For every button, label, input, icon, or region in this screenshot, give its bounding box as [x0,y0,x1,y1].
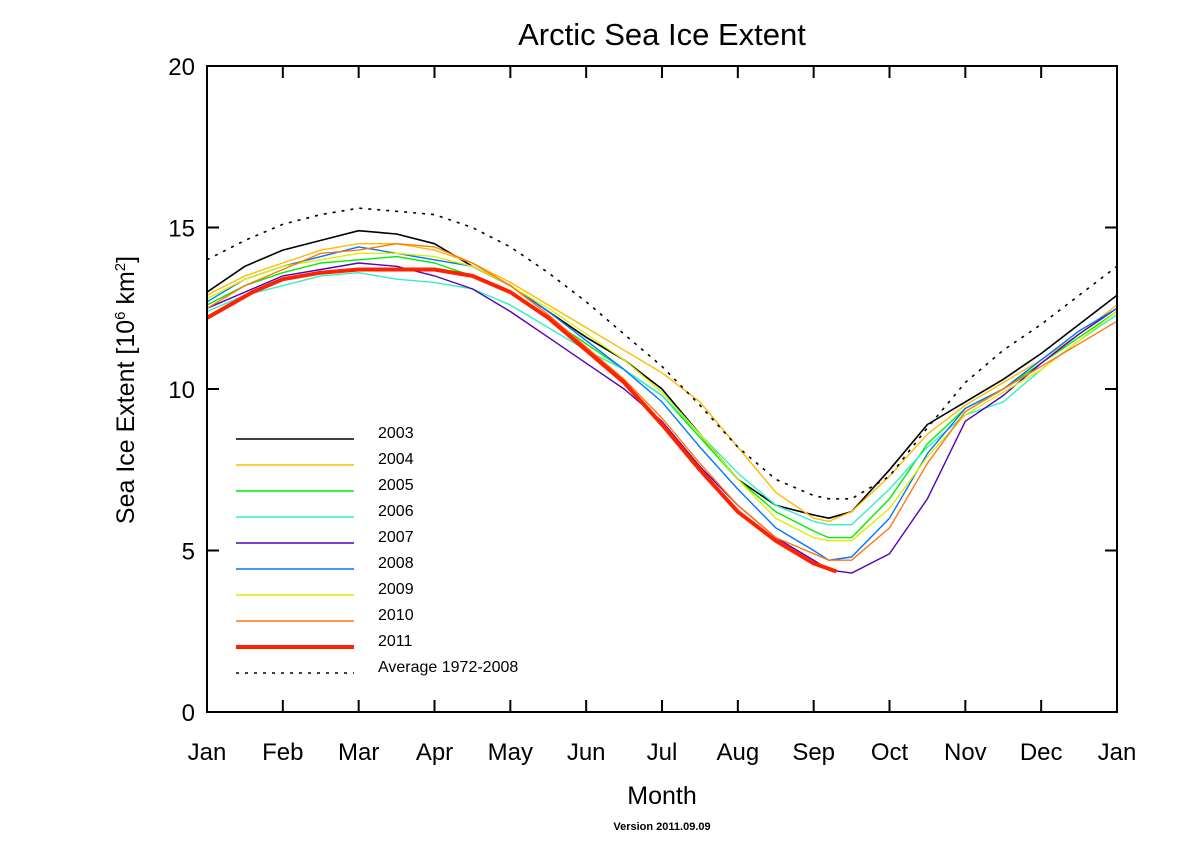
x-tick-label: Aug [716,739,759,766]
axes: 0 5 10 15 20 Jan Feb Mar Apr May Jun Jul Aug Sep Oct No… [168,54,1136,766]
x-tick-label: Mar [338,739,379,766]
plot-lines [206,207,1118,574]
x-tick-label: Sep [792,739,835,766]
version-footnote: Version 2011.09.09 [613,821,710,833]
legend-label: Average 1972-2008 [378,659,518,676]
chart-title: Arctic Sea Ice Extent [518,17,806,52]
y-tick-label: 20 [168,54,195,81]
legend-label: 2008 [378,555,414,572]
x-tick-label: Nov [944,739,987,766]
legend: 2003 2004 2005 2006 2007 2008 2009 2010 2011 Aver… [236,425,518,676]
legend-label: 2009 [378,581,414,598]
y-axis-label-exponent: 2 [112,263,129,271]
y-tick-label: 10 [168,377,195,404]
y-axis-label-part: ] [112,256,140,263]
series-line-2007 [206,262,1118,574]
series-line-2005 [206,255,1118,539]
legend-label: 2010 [378,607,414,624]
legend-label: 2007 [378,529,414,546]
series-line-2008 [206,246,1118,561]
x-tick-label: Jan [188,739,227,766]
series-line-2004 [206,242,1118,523]
y-axis-label-exponent: 6 [112,311,129,319]
legend-label: 2011 [378,633,413,650]
series-line-2010 [206,242,1118,561]
x-axis-label: Month [627,782,696,810]
y-tick-label: 5 [182,539,195,566]
x-tick-label: Oct [871,739,909,766]
y-axis-label: Sea Ice Extent [106 km2] [112,256,140,524]
legend-label: 2003 [378,425,414,442]
series-line-2009 [206,252,1118,542]
x-tick-label: Dec [1020,739,1063,766]
legend-label: 2006 [378,503,414,520]
x-tick-label: Apr [416,739,453,766]
series-line-2011 [206,267,838,574]
legend-label: 2004 [378,451,414,468]
x-tick-label: Jan [1098,739,1137,766]
x-tick-label: Jul [647,739,678,766]
x-tick-label: May [488,739,533,766]
y-tick-label: 0 [182,700,195,727]
series-line-2006 [206,272,1118,526]
y-axis-label-part: Sea Ice Extent [10 [112,320,140,524]
series-line-2003 [206,229,1118,520]
y-tick-label: 15 [168,216,195,243]
y-axis-label-part: km [112,271,140,311]
series-line-average-1972-2008 [206,207,1118,500]
legend-label: 2005 [378,477,414,494]
x-tick-label: Jun [567,739,606,766]
x-tick-label: Feb [262,739,303,766]
